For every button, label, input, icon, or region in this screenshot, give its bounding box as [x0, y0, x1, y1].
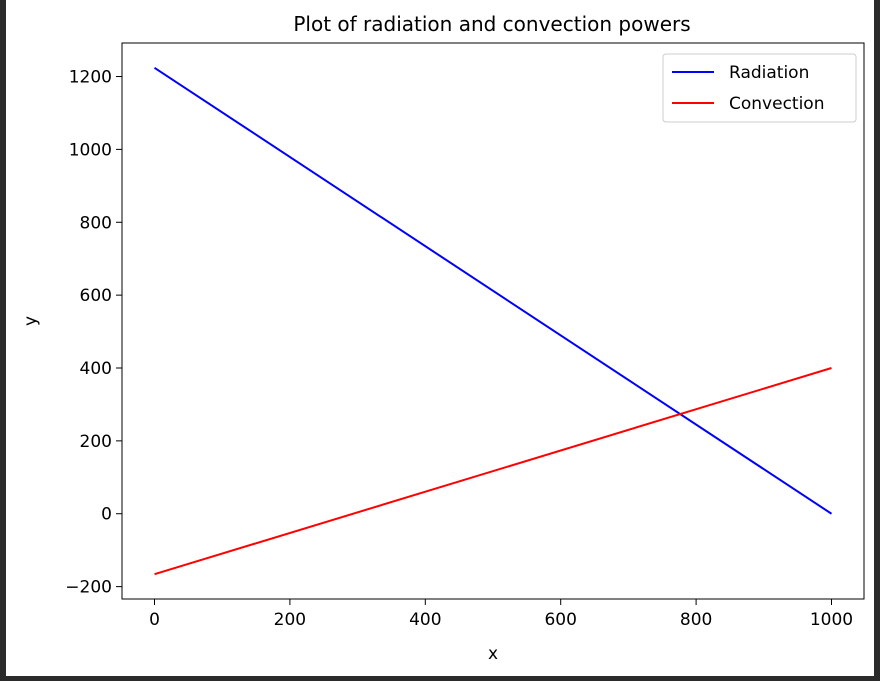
y-tick-label: 0 — [101, 505, 112, 525]
y-tick-label: 200 — [80, 432, 112, 452]
x-tick-label: 200 — [274, 610, 306, 630]
y-tick-label: −200 — [65, 578, 112, 598]
y-tick-label: 800 — [80, 213, 112, 233]
x-axis: 0 200 400 600 800 1000 — [149, 599, 853, 630]
x-tick-label: 400 — [409, 610, 441, 630]
y-tick-label: 600 — [80, 286, 112, 306]
line-chart: Plot of radiation and convection powers … — [21, 12, 865, 664]
x-tick-label: 0 — [149, 610, 160, 630]
y-tick-label: 400 — [80, 359, 112, 379]
legend-label-radiation: Radiation — [729, 63, 809, 83]
chart-figure: Plot of radiation and convection powers … — [6, 0, 874, 676]
x-axis-label: x — [488, 644, 498, 664]
legend-label-convection: Convection — [729, 94, 824, 114]
y-tick-label: 1200 — [69, 68, 112, 88]
x-tick-label: 1000 — [810, 610, 853, 630]
plot-area-frame — [121, 42, 865, 600]
x-tick-label: 600 — [544, 610, 576, 630]
y-axis: −200 0 200 400 600 800 1000 1200 — [65, 68, 122, 598]
series-layer — [153, 66, 833, 576]
y-axis-label: y — [21, 316, 41, 326]
series-line-convection — [154, 367, 832, 576]
y-tick-label: 1000 — [69, 140, 112, 160]
chart-title: Plot of radiation and convection powers — [293, 12, 690, 36]
series-line-radiation — [153, 66, 833, 515]
x-tick-label: 800 — [680, 610, 712, 630]
legend: Radiation Convection — [662, 53, 857, 123]
